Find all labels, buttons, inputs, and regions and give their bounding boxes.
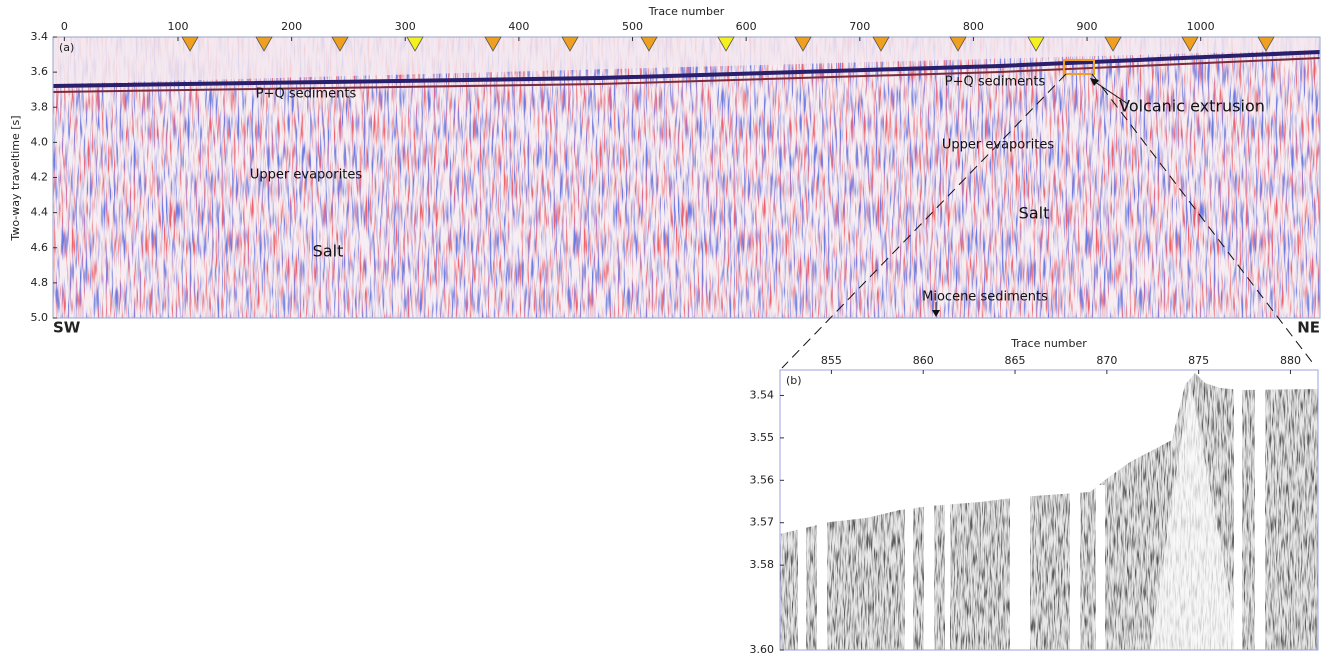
y-tick-label: 3.58 [750,558,775,571]
y-tick-label: 5.0 [31,311,49,324]
arrow [1091,79,1129,105]
annotation: P+Q sediments [945,75,1046,90]
y-tick-label: 4.6 [31,241,49,254]
marker [1027,36,1045,52]
y-tick-label: 3.8 [31,100,49,113]
arrowhead [1090,78,1099,86]
x-tick-label: 0 [61,20,68,33]
direction-label: NE [1297,319,1320,337]
annotation: Upper evaporites [942,138,1054,153]
gap [817,515,827,650]
marker [331,36,349,52]
y-tick-label: 4.2 [31,171,49,184]
gap [1255,380,1265,650]
gap [945,500,950,650]
x-axis-title: Trace number [648,5,725,18]
x-tick-label: 865 [1005,354,1026,367]
annotation: P+Q sediments [256,87,357,102]
x-tick-label: 700 [849,20,870,33]
x-tick-label: 1000 [1187,20,1215,33]
marker [794,36,812,52]
marker [484,36,502,52]
y-tick-label: 4.8 [31,276,49,289]
marker [1104,36,1122,52]
zoom-line [1091,73,1313,363]
seafloor [52,50,1321,88]
x-tick-label: 600 [736,20,757,33]
diffraction-zone [1150,380,1240,650]
panel-frame [779,369,1319,651]
seismic-image [53,37,1320,318]
y-tick-label: 3.55 [750,431,775,444]
annotation: Volcanic extrusion [1119,97,1265,116]
gap [1010,495,1030,650]
gap [1234,380,1242,650]
y-tick-label: 3.4 [31,30,49,43]
x-tick-label: 500 [622,20,643,33]
marker [640,36,658,52]
x-tick-label: 400 [508,20,529,33]
trace-gaps [798,380,1265,650]
x-axis-title: Trace number [1010,337,1087,350]
marker [1181,36,1199,52]
water-column [53,37,1320,84]
annotation: Miocene sediments [922,290,1048,305]
x-tick-label: 860 [913,354,934,367]
annotation: Salt [1019,204,1050,223]
panel-label: (b) [786,374,802,387]
marker [561,36,579,52]
marker [1257,36,1275,52]
marker [255,36,273,52]
x-tick-label: 880 [1280,354,1301,367]
marker [181,36,199,52]
zoom-box [1063,59,1095,75]
water [780,370,1318,534]
x-tick-label: 870 [1096,354,1117,367]
direction-label: SW [53,319,81,337]
x-tick-label: 300 [395,20,416,33]
arrowhead [932,310,940,317]
x-tick-label: 200 [281,20,302,33]
y-tick-label: 3.60 [750,643,775,655]
marker [872,36,890,52]
marker [406,36,424,52]
x-tick-label: 800 [963,20,984,33]
annotation: Upper evaporites [250,168,362,183]
gap [1070,490,1080,650]
y-tick-label: 3.56 [750,473,775,486]
gap [924,505,934,650]
marker [717,36,735,52]
annotation: Salt [313,242,344,261]
y-axis-title: Two-way traveltime [s] [9,115,22,241]
x-tick-label: 900 [1077,20,1098,33]
x-tick-label: 855 [821,354,842,367]
y-tick-label: 4.4 [31,206,49,219]
gap [905,505,913,650]
seafloor-reflector [52,57,1321,93]
gap [798,520,806,650]
gap [1096,485,1105,650]
markers [181,36,1275,52]
zoom-line [781,73,1067,369]
y-tick-label: 4.0 [31,135,49,148]
y-tick-label: 3.6 [31,65,49,78]
panel-label: (a) [59,41,74,54]
marker [949,36,967,52]
y-tick-label: 3.54 [750,388,775,401]
x-tick-label: 875 [1188,354,1209,367]
y-tick-label: 3.57 [750,516,775,529]
x-tick-label: 100 [167,20,188,33]
